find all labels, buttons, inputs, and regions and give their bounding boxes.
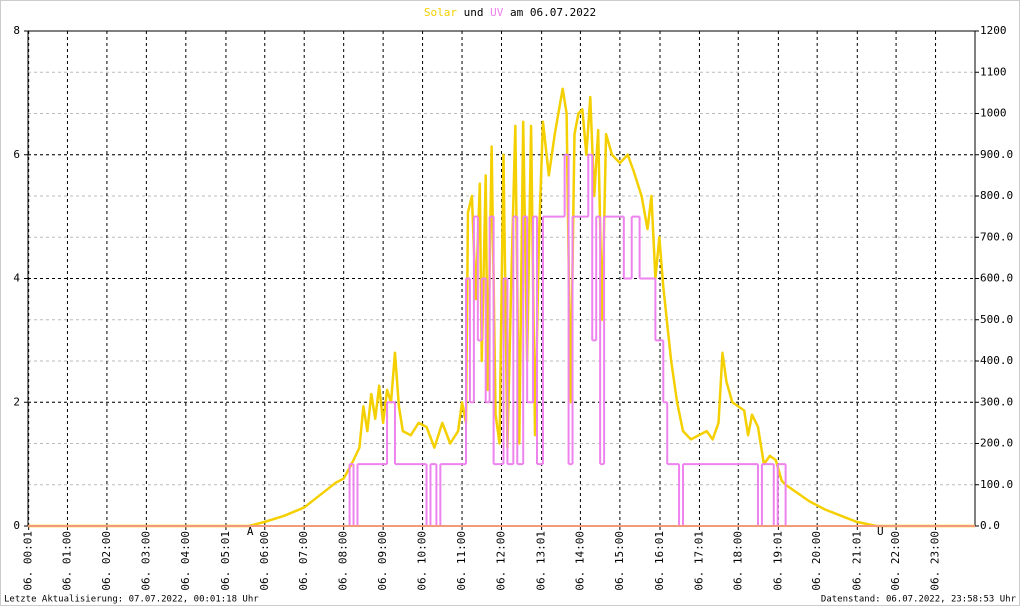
y2-tick-label: 1000	[980, 107, 1007, 120]
footer-right: Datenstand: 06.07.2022, 23:58:53 Uhr	[821, 595, 1017, 605]
x-tick-label: 06. 19:01	[771, 531, 784, 591]
event-label: U	[877, 525, 884, 538]
y2-tick-label: 600.0	[980, 272, 1013, 285]
x-tick-label: 06. 12:00	[495, 531, 508, 591]
y2-tick-label: 1100	[980, 65, 1007, 78]
y-tick-label: 6	[13, 148, 20, 161]
y2-tick-label: 200.0	[980, 437, 1013, 450]
x-tick-label: 06. 15:00	[613, 531, 626, 591]
x-tick-label: 06. 03:00	[139, 531, 152, 591]
x-tick-label: 06. 09:00	[376, 531, 389, 591]
x-tick-label: 06. 02:00	[100, 531, 113, 591]
y2-tick-label: 400.0	[980, 354, 1013, 367]
title-date: am 06.07.2022	[510, 6, 596, 19]
x-tick-label: 06. 01:00	[60, 531, 73, 591]
x-tick-label: 06. 10:00	[416, 531, 429, 591]
chart-title: Solar und UV am 06.07.2022	[424, 6, 596, 19]
x-tick-label: 06. 18:00	[731, 531, 744, 591]
x-tick-label: 06. 20:00	[810, 531, 823, 591]
x-tick-label: 06. 16:01	[653, 531, 666, 591]
x-tick-label: 06. 17:01	[692, 531, 705, 591]
y2-tick-label: 0.0	[980, 519, 1000, 532]
title-solar: Solar	[424, 6, 457, 19]
title-uv: UV	[490, 6, 504, 19]
y2-tick-label: 800.0	[980, 189, 1013, 202]
x-tick-label: 06. 05:01	[219, 531, 232, 591]
y2-tick-label: 1200	[980, 24, 1007, 37]
y2-tick-label: 300.0	[980, 395, 1013, 408]
x-tick-label: 06. 21:01	[850, 531, 863, 591]
event-label: A	[247, 525, 254, 538]
y2-tick-label: 500.0	[980, 313, 1013, 326]
x-tick-label: 06. 23:00	[929, 531, 942, 591]
y-tick-label: 0	[13, 519, 20, 532]
footer-left: Letzte Aktualisierung: 07.07.2022, 00:01…	[4, 595, 259, 605]
title-und: und	[464, 6, 484, 19]
y2-tick-label: 900.0	[980, 148, 1013, 161]
x-tick-label: 06. 04:00	[179, 531, 192, 591]
x-tick-label: 06. 08:00	[337, 531, 350, 591]
x-tick-label: 06. 14:00	[573, 531, 586, 591]
y-tick-label: 8	[13, 24, 20, 37]
y2-tick-label: 700.0	[980, 230, 1013, 243]
x-tick-label: 06. 13:01	[535, 531, 548, 591]
y-tick-label: 2	[13, 395, 20, 408]
x-tick-label: 06. 22:00	[889, 531, 902, 591]
y2-tick-label: 100.0	[980, 478, 1013, 491]
x-tick-label: 06. 06:00	[258, 531, 271, 591]
y-tick-label: 4	[13, 272, 20, 285]
x-tick-label: 06. 07:00	[297, 531, 310, 591]
x-tick-label: 06. 00:01	[22, 531, 35, 591]
x-tick-label: 06. 11:00	[455, 531, 468, 591]
